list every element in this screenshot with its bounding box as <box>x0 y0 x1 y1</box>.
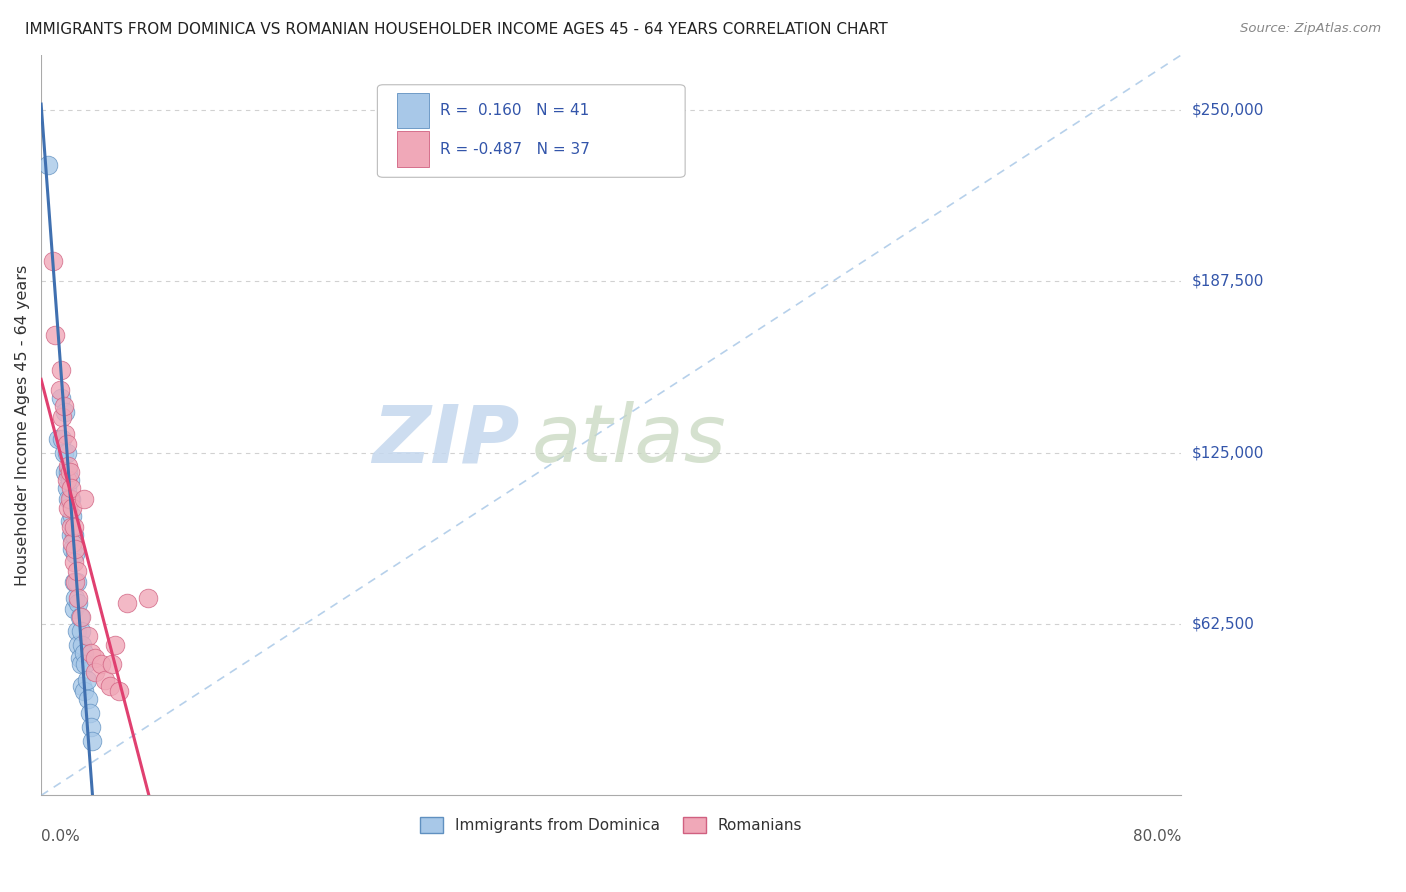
Point <box>101 657 124 671</box>
Point <box>98 679 121 693</box>
Point <box>51 410 73 425</box>
Point <box>51 432 73 446</box>
FancyBboxPatch shape <box>396 131 429 167</box>
Point <box>49 391 72 405</box>
Point <box>59 514 82 528</box>
Point <box>67 591 90 605</box>
Point <box>82 733 104 747</box>
Point <box>73 492 96 507</box>
Point <box>80 646 103 660</box>
Point <box>56 500 79 515</box>
Point <box>62 541 84 556</box>
Point <box>59 465 82 479</box>
Point <box>66 574 89 589</box>
Point <box>77 692 100 706</box>
Point <box>37 158 59 172</box>
Point <box>55 446 77 460</box>
Text: Source: ZipAtlas.com: Source: ZipAtlas.com <box>1240 22 1381 36</box>
Point <box>63 602 86 616</box>
Point <box>60 481 83 495</box>
Point <box>115 597 138 611</box>
Point <box>52 446 75 460</box>
Point <box>73 646 96 660</box>
Point <box>66 624 89 638</box>
Point <box>76 673 98 688</box>
Point <box>65 591 87 605</box>
Point <box>84 651 107 665</box>
Point <box>67 597 90 611</box>
Point <box>66 564 89 578</box>
Point <box>65 541 87 556</box>
Point <box>52 399 75 413</box>
FancyBboxPatch shape <box>377 85 685 178</box>
Point <box>136 591 159 605</box>
Text: IMMIGRANTS FROM DOMINICA VS ROMANIAN HOUSEHOLDER INCOME AGES 45 - 64 YEARS CORRE: IMMIGRANTS FROM DOMINICA VS ROMANIAN HOU… <box>25 22 889 37</box>
Point <box>53 404 76 418</box>
Point <box>79 706 101 721</box>
Legend: Immigrants from Dominica, Romanians: Immigrants from Dominica, Romanians <box>413 812 808 839</box>
Text: 0.0%: 0.0% <box>41 829 80 844</box>
Point <box>49 363 72 377</box>
Point <box>55 473 77 487</box>
Point <box>77 629 100 643</box>
Text: $62,500: $62,500 <box>1192 616 1256 632</box>
Text: 80.0%: 80.0% <box>1133 829 1181 844</box>
Point <box>56 465 79 479</box>
Point <box>44 327 66 342</box>
Point <box>104 638 127 652</box>
Point <box>90 657 112 671</box>
Point <box>55 481 77 495</box>
Point <box>59 492 82 507</box>
Point <box>65 547 87 561</box>
Point <box>55 437 77 451</box>
Text: R =  0.160   N = 41: R = 0.160 N = 41 <box>440 103 589 118</box>
Point <box>63 555 86 569</box>
Point <box>84 665 107 679</box>
Y-axis label: Householder Income Ages 45 - 64 years: Householder Income Ages 45 - 64 years <box>15 265 30 586</box>
Point <box>60 528 83 542</box>
Point <box>73 684 96 698</box>
Point <box>62 500 84 515</box>
Point <box>70 624 93 638</box>
Text: atlas: atlas <box>531 401 725 479</box>
Point <box>41 253 63 268</box>
Point <box>72 679 94 693</box>
Point <box>48 383 70 397</box>
Point <box>72 638 94 652</box>
FancyBboxPatch shape <box>396 93 429 128</box>
Point <box>63 528 86 542</box>
Point <box>46 432 69 446</box>
Point <box>75 657 97 671</box>
Text: ZIP: ZIP <box>373 401 520 479</box>
Point <box>94 673 117 688</box>
Text: $187,500: $187,500 <box>1192 274 1264 289</box>
Text: $125,000: $125,000 <box>1192 445 1264 460</box>
Point <box>63 574 86 589</box>
Point <box>56 459 79 474</box>
Point <box>62 508 84 523</box>
Point <box>53 426 76 441</box>
Point <box>53 465 76 479</box>
Point <box>69 651 91 665</box>
Text: $250,000: $250,000 <box>1192 103 1264 118</box>
Point <box>65 574 87 589</box>
Point <box>69 610 91 624</box>
Point <box>60 519 83 533</box>
Point <box>62 536 84 550</box>
Point <box>80 720 103 734</box>
Point <box>63 519 86 533</box>
Point <box>108 684 131 698</box>
Point <box>67 638 90 652</box>
Point <box>60 492 83 507</box>
Text: R = -0.487   N = 37: R = -0.487 N = 37 <box>440 142 591 157</box>
Point <box>70 657 93 671</box>
Point <box>56 492 79 507</box>
Point <box>59 473 82 487</box>
Point <box>70 610 93 624</box>
